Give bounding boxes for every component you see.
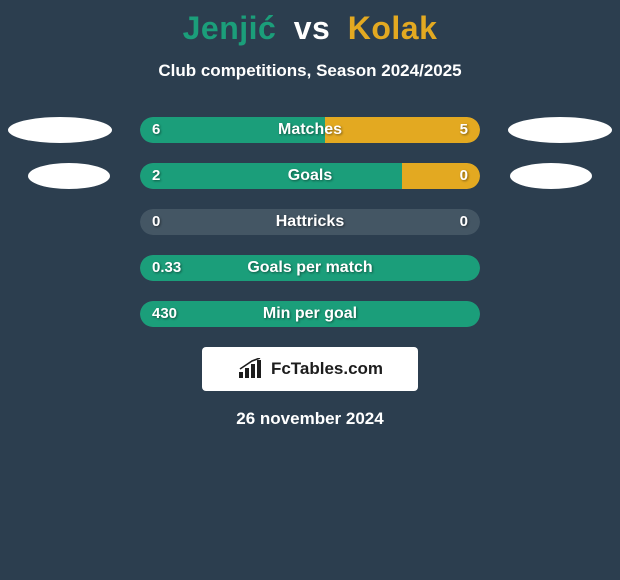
- date-text: 26 november 2024: [0, 409, 620, 429]
- stat-row: Hattricks0 0: [0, 209, 620, 235]
- chart-icon: [237, 358, 265, 380]
- brand-card: FcTables.com: [202, 347, 418, 391]
- stat-bar: Min per goal430: [140, 301, 480, 327]
- page-title: Jenjić vs Kolak: [0, 0, 620, 47]
- stat-label: Goals: [140, 163, 480, 189]
- stat-value-left: 2: [152, 163, 160, 189]
- brand-prefix: Fc: [271, 359, 291, 378]
- brand-suffix: Tables.com: [291, 359, 383, 378]
- stat-value-right: 0: [460, 163, 468, 189]
- stat-row: Min per goal430: [0, 301, 620, 327]
- stat-bar: Goals2 0: [140, 163, 480, 189]
- subtitle: Club competitions, Season 2024/2025: [0, 61, 620, 81]
- stat-bar: Goals per match0.33: [140, 255, 480, 281]
- player2-name: Kolak: [348, 10, 438, 46]
- stat-rows: Matches65Goals20Hattricks00Goals per mat…: [0, 117, 620, 327]
- stat-row: Goals2 0: [0, 163, 620, 189]
- stat-value-left: 0.33: [152, 255, 181, 281]
- stat-label: Min per goal: [140, 301, 480, 327]
- player2-avatar: [508, 117, 612, 143]
- stat-label: Matches: [140, 117, 480, 143]
- stat-value-right: 0: [460, 209, 468, 235]
- vs-text: vs: [294, 10, 331, 46]
- stat-bar: Hattricks0 0: [140, 209, 480, 235]
- stat-label: Goals per match: [140, 255, 480, 281]
- player1-avatar: [28, 163, 110, 189]
- stat-row: Matches6 5: [0, 117, 620, 143]
- player1-name: Jenjić: [183, 10, 277, 46]
- stat-row: Goals per match0.33: [0, 255, 620, 281]
- stat-label: Hattricks: [140, 209, 480, 235]
- stat-bar: Matches6 5: [140, 117, 480, 143]
- stat-value-left: 0: [152, 209, 160, 235]
- stat-value-left: 430: [152, 301, 177, 327]
- player2-avatar: [510, 163, 592, 189]
- stat-value-right: 5: [460, 117, 468, 143]
- brand-text: FcTables.com: [271, 359, 383, 379]
- player1-avatar: [8, 117, 112, 143]
- stat-value-left: 6: [152, 117, 160, 143]
